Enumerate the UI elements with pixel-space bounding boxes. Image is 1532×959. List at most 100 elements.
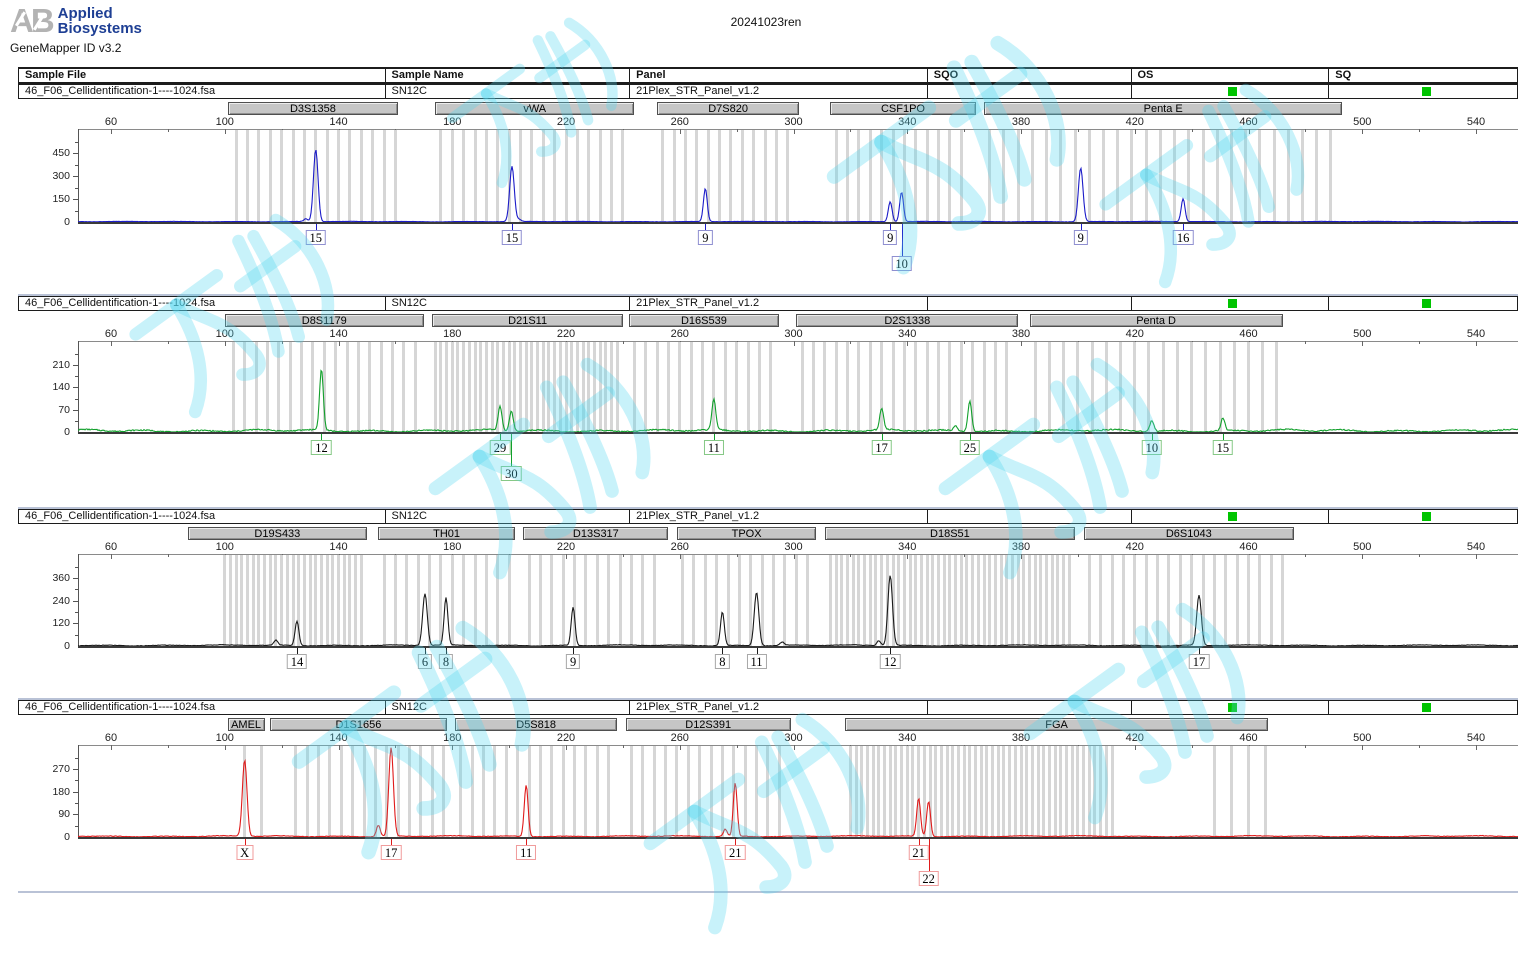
cell-sample-name[interactable]: SN12C [386, 297, 631, 310]
allele-bin-bar [382, 130, 386, 222]
x-tick-label: 300 [784, 732, 803, 744]
document-title: 20241023ren [730, 15, 802, 29]
allele-bin-bar [379, 342, 383, 432]
sample-row[interactable]: 46_F06_Cellidentification-1----1024.fsa S… [18, 509, 1518, 524]
allele-label-Penta-D-15[interactable]: 15 [1212, 440, 1234, 455]
sample-row[interactable]: 46_F06_Cellidentification-1----1024.fsa S… [18, 296, 1518, 311]
allele-bin-bar [1190, 342, 1194, 432]
cell-panel[interactable]: 21Plex_STR_Panel_v1.2 [630, 85, 928, 98]
x-tick [1021, 341, 1022, 346]
zero-baseline [78, 432, 1518, 434]
allele-label-D8S1179-12[interactable]: 12 [311, 440, 332, 455]
y-tick [73, 153, 78, 154]
allele-label-TPOX-11[interactable]: 11 [746, 654, 767, 669]
cell-sq[interactable] [1329, 510, 1517, 523]
allele-bin-bar [1275, 342, 1279, 432]
allele-label-D5S818-11[interactable]: 11 [516, 845, 537, 860]
x-tick-label: 180 [443, 116, 462, 128]
allele-label-D21S11-29[interactable]: 29 [489, 440, 511, 455]
allele-connector [928, 839, 930, 871]
cell-sample-name[interactable]: SN12C [386, 510, 631, 523]
allele-label-AMEL-X[interactable]: X [236, 845, 254, 860]
cell-os[interactable] [1132, 701, 1330, 714]
plot-area: 210 140 70 0 [18, 341, 1518, 438]
cell-sq[interactable] [1329, 297, 1517, 310]
allele-connector [890, 648, 892, 654]
allele-label-D19S433-14[interactable]: 14 [286, 654, 308, 669]
allele-bin-bar [908, 555, 912, 646]
x-tick [964, 341, 966, 344]
allele-bin-bar [319, 555, 323, 646]
allele-bin-bar [1269, 555, 1273, 646]
allele-label-D16S539-11[interactable]: 11 [703, 440, 724, 455]
allele-bin-bar [846, 342, 850, 432]
allele-label-D13S317-9[interactable]: 9 [565, 654, 581, 669]
cell-sq[interactable] [1329, 701, 1517, 714]
cell-sqo[interactable] [928, 701, 1132, 714]
x-tick-label: 300 [784, 328, 803, 340]
x-tick-label: 140 [329, 116, 348, 128]
allele-label-D1S1656-17[interactable]: 17 [380, 845, 402, 860]
cell-sample-file[interactable]: 46_F06_Cellidentification-1----1024.fsa [19, 701, 386, 714]
cell-sqo[interactable] [928, 297, 1132, 310]
allele-bin-bar [996, 746, 1000, 837]
cell-sample-name[interactable]: SN12C [386, 701, 631, 714]
allele-label-D21S11-30[interactable]: 30 [501, 466, 522, 481]
y-tick [75, 825, 78, 827]
allele-label-D2S1338-25[interactable]: 25 [959, 440, 981, 455]
column-header-sq: SQ [1335, 69, 1352, 81]
allele-label-CSF1PO-9[interactable]: 9 [883, 230, 898, 245]
sample-row[interactable]: 46_F06_Cellidentification-1----1024.fsa S… [18, 84, 1518, 99]
allele-label-CSF1PO-10[interactable]: 10 [891, 256, 912, 271]
allele-bin-bar [348, 130, 352, 222]
cell-os[interactable] [1132, 297, 1330, 310]
allele-label-FGA-22[interactable]: 22 [918, 871, 939, 886]
y-tick [75, 589, 78, 591]
cell-panel[interactable]: 21Plex_STR_Panel_v1.2 [630, 297, 928, 310]
allele-label-Penta-D-10[interactable]: 10 [1141, 440, 1163, 455]
allele-label-Penta-E-16[interactable]: 16 [1172, 230, 1194, 245]
electropherogram-trace-blue [78, 149, 1518, 223]
cell-sample-name[interactable]: SN12C [386, 85, 631, 98]
allele-label-D6S1043-17[interactable]: 17 [1188, 654, 1210, 669]
allele-label-D18S51-12[interactable]: 12 [879, 654, 901, 669]
y-axis-line [78, 745, 79, 839]
allele-label-vWA-15[interactable]: 15 [501, 230, 523, 245]
cell-sample-file[interactable]: 46_F06_Cellidentification-1----1024.fsa [19, 510, 386, 523]
cell-os[interactable] [1132, 85, 1330, 98]
cell-panel[interactable]: 21Plex_STR_Panel_v1.2 [630, 701, 928, 714]
allele-bin-bar [291, 130, 295, 222]
allele-label-D12S391-21[interactable]: 21 [724, 845, 746, 860]
cell-panel[interactable]: 21Plex_STR_Panel_v1.2 [630, 510, 928, 523]
x-tick-label: 300 [784, 116, 803, 128]
cell-sample-file[interactable]: 46_F06_Cellidentification-1----1024.fsa [19, 297, 386, 310]
allele-label-FGA-21[interactable]: 21 [908, 845, 929, 860]
allele-bin-bar [393, 555, 397, 646]
allele-calls: 12 29 30 11 17 25 10 15 [18, 434, 1518, 510]
y-tick [73, 409, 78, 411]
cell-sample-file[interactable]: 46_F06_Cellidentification-1----1024.fsa [19, 85, 386, 98]
x-tick-label: 500 [1353, 541, 1372, 553]
allele-label-Penta-E-9[interactable]: 9 [1073, 230, 1088, 245]
allele-bin-bar [1002, 746, 1006, 837]
allele-label-TH01-6[interactable]: 6 [417, 654, 433, 669]
allele-bin-bar [337, 130, 340, 222]
allele-label-D7S820-9[interactable]: 9 [698, 230, 713, 245]
marker-label-D5S818: D5S818 [455, 718, 618, 731]
allele-label-TPOX-8[interactable]: 8 [715, 654, 730, 669]
sample-row[interactable]: 46_F06_Cellidentification-1----1024.fsa S… [18, 700, 1518, 715]
marker-label-D19S433: D19S433 [187, 527, 367, 540]
allele-bin-bar [928, 746, 932, 837]
x-tick [1419, 745, 1421, 748]
x-tick [1362, 554, 1364, 559]
cell-os[interactable] [1132, 510, 1330, 523]
x-tick-label: 460 [1239, 116, 1258, 128]
marker-label-D12S391: D12S391 [625, 718, 791, 731]
cell-sqo[interactable] [928, 85, 1132, 98]
cell-sq[interactable] [1329, 85, 1517, 98]
allele-label-D3S1358-15[interactable]: 15 [305, 230, 326, 245]
cell-sqo[interactable] [928, 510, 1132, 523]
allele-label-D2S1338-17[interactable]: 17 [871, 440, 892, 455]
y-tick-label: 90 [58, 808, 70, 821]
allele-label-TH01-8[interactable]: 8 [438, 654, 454, 669]
